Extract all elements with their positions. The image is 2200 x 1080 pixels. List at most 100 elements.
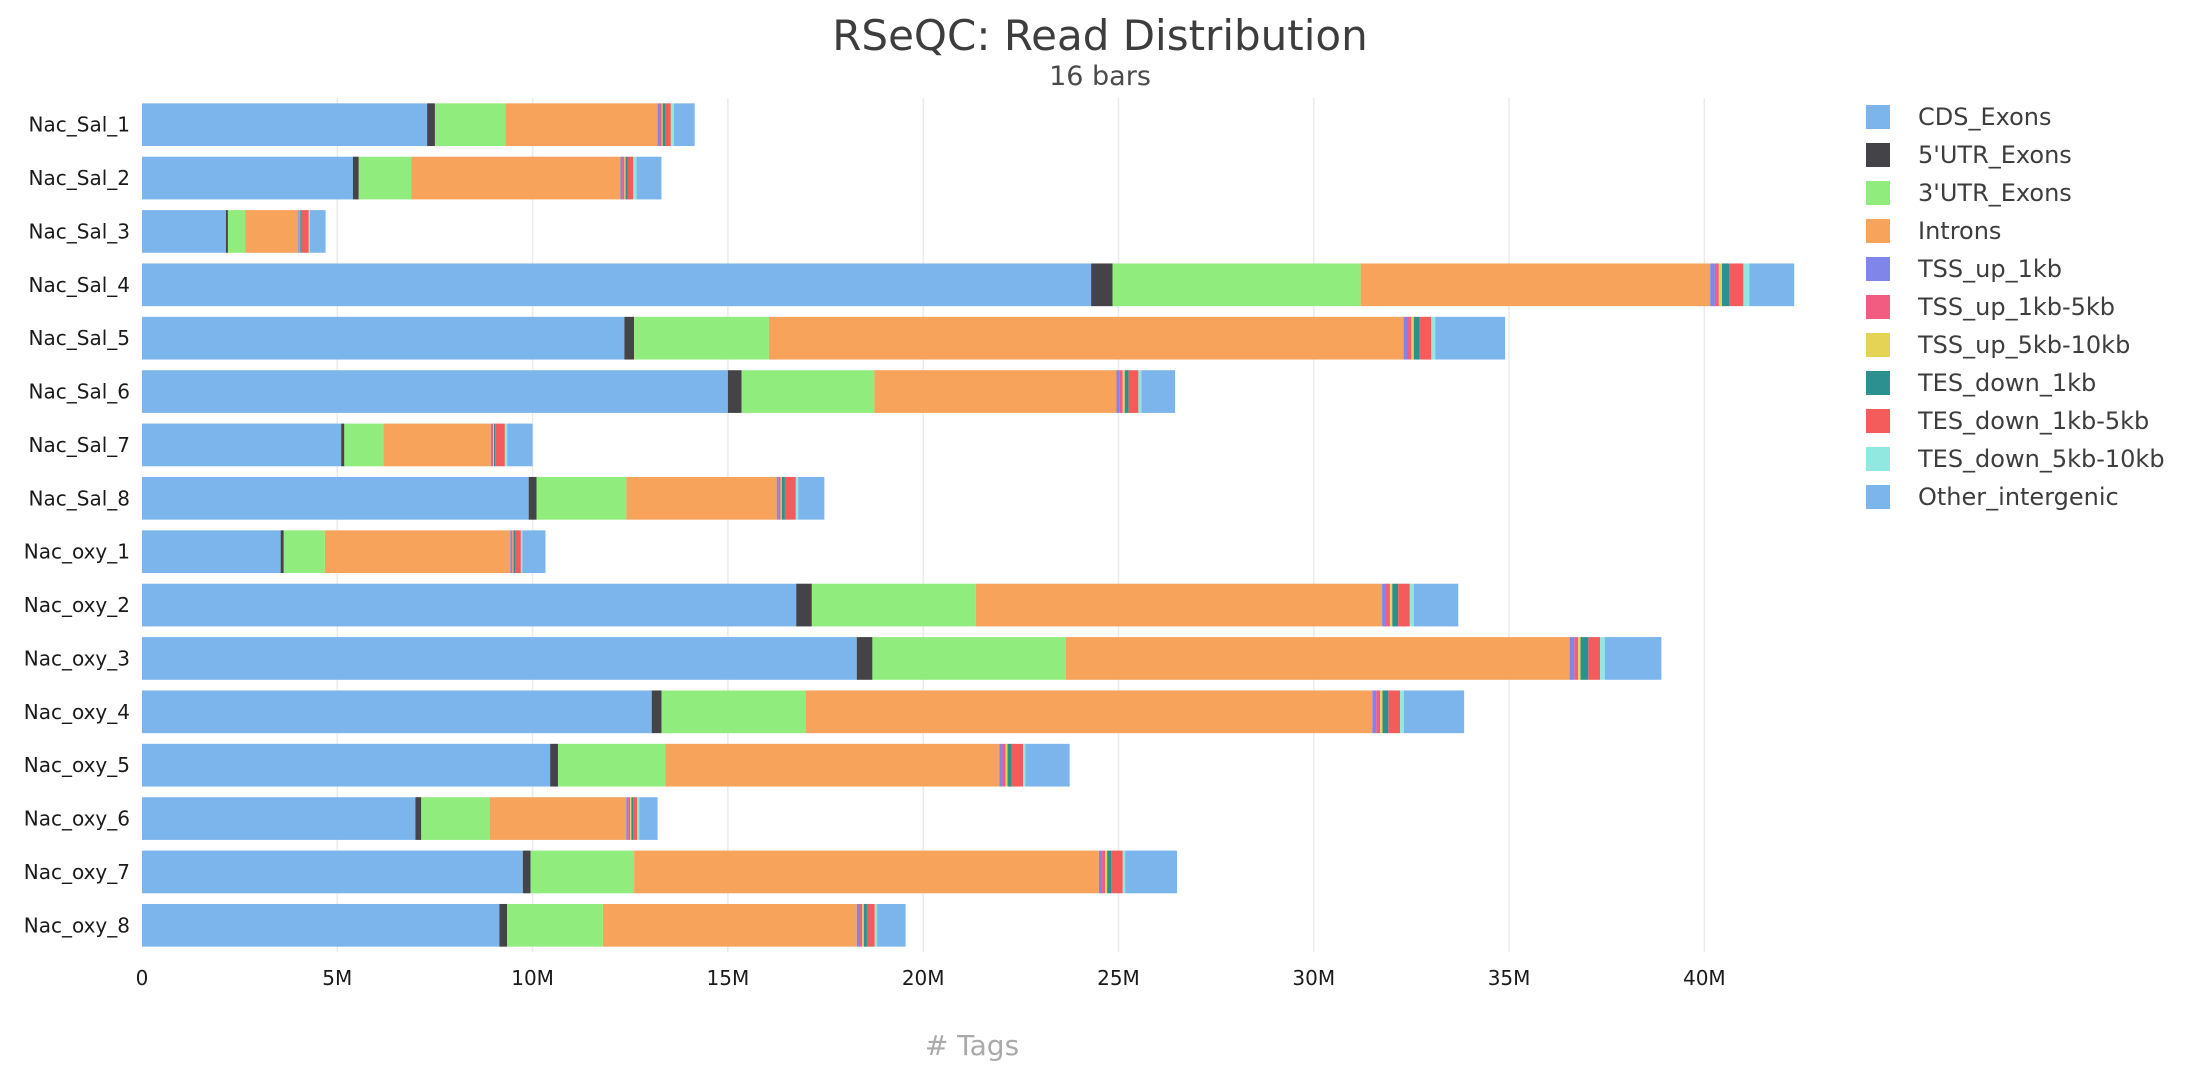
- bar-segment: [1011, 743, 1024, 787]
- bar-segment: [522, 530, 546, 574]
- bar-segment: [776, 476, 779, 520]
- bar-segment: [507, 903, 603, 947]
- bar-segment: [1119, 370, 1123, 413]
- chart-subtitle: 16 bars: [1049, 61, 1151, 92]
- x-tick-label: 5M: [322, 966, 352, 990]
- bar-segment: [1007, 743, 1012, 787]
- x-tick-label: 30M: [1292, 966, 1335, 990]
- bar-segment: [1419, 316, 1432, 360]
- legend-label: 3'UTR_Exons: [1918, 179, 2072, 207]
- legend-item[interactable]: TSS_up_1kb: [1866, 255, 2062, 283]
- bar-segment: [522, 850, 531, 894]
- bar-segment: [877, 903, 906, 947]
- category-label: Nac_oxy_7: [24, 860, 130, 884]
- bar-segment: [1600, 637, 1605, 680]
- legend-label: TSS_up_5kb-10kb: [1917, 331, 2130, 359]
- legend-swatch: [1866, 371, 1890, 395]
- x-tick-label: 0: [136, 966, 149, 990]
- bar-segment: [344, 423, 384, 467]
- category-label: Nac_oxy_8: [24, 913, 130, 937]
- bar-segment: [780, 476, 782, 520]
- bar-segment: [1122, 370, 1125, 413]
- legend-item[interactable]: 3'UTR_Exons: [1866, 179, 2072, 207]
- bar-segment: [862, 903, 864, 947]
- category-label: Nac_Sal_1: [29, 113, 130, 137]
- x-tick-label: 25M: [1097, 966, 1140, 990]
- bar-segment: [1569, 637, 1575, 680]
- bar-segment: [1128, 370, 1139, 413]
- category-label: Nac_Sal_2: [29, 166, 130, 190]
- bar-segment: [1710, 263, 1715, 307]
- bar-segment: [631, 797, 634, 840]
- bar-segment: [1122, 850, 1126, 894]
- bar-segment: [1392, 583, 1399, 627]
- legend-label: TSS_up_1kb-5kb: [1917, 293, 2115, 321]
- legend-label: TES_down_1kb: [1917, 369, 2096, 397]
- bar-segment: [299, 210, 300, 253]
- gridlines: [336, 98, 1706, 952]
- bar-segment: [512, 530, 514, 574]
- bar-segment: [1721, 263, 1730, 307]
- bar-segment: [1372, 690, 1377, 734]
- bar-segment: [510, 530, 512, 574]
- bar-segment: [427, 103, 435, 147]
- bar-segment: [781, 476, 785, 520]
- bar-segment: [1407, 316, 1412, 360]
- bar-segment: [1138, 370, 1142, 413]
- bar-segment: [421, 797, 490, 840]
- bar-segment: [225, 210, 228, 253]
- bar-segment: [298, 210, 300, 253]
- bar-segment: [636, 156, 662, 200]
- bar-segment: [1578, 637, 1581, 680]
- legend-label: Introns: [1918, 217, 2001, 245]
- bar-segment: [670, 103, 674, 147]
- legend-swatch: [1866, 409, 1890, 433]
- bar-segment: [874, 903, 878, 947]
- bar-group: [142, 690, 1465, 734]
- legend-swatch: [1866, 333, 1890, 357]
- legend-item[interactable]: TES_down_1kb: [1866, 369, 2096, 397]
- bar-segment: [324, 530, 511, 574]
- legend-item[interactable]: Introns: [1866, 217, 2001, 245]
- bar-segment: [142, 583, 797, 627]
- bar-segment: [505, 103, 658, 147]
- bar-segment: [1403, 690, 1465, 734]
- bar-segment: [142, 210, 226, 253]
- bar-segment: [661, 690, 806, 734]
- bar-group: [142, 210, 326, 253]
- bar-segment: [1431, 316, 1436, 360]
- legend-item[interactable]: CDS_Exons: [1866, 103, 2052, 131]
- bar-segment: [1124, 370, 1129, 413]
- bar-segment: [142, 103, 428, 147]
- bar-segment: [1065, 637, 1570, 680]
- bar-segment: [1580, 637, 1589, 680]
- bar-segment: [245, 210, 299, 253]
- bar-segment: [1388, 690, 1401, 734]
- legend-item[interactable]: TES_down_1kb-5kb: [1866, 407, 2149, 435]
- bar-segment: [1718, 263, 1722, 307]
- bar-segment: [142, 797, 416, 840]
- bar-segment: [1413, 583, 1459, 627]
- bar-segment: [1382, 583, 1387, 627]
- legend-item[interactable]: TSS_up_5kb-10kb: [1866, 331, 2130, 359]
- legend-item[interactable]: 5'UTR_Exons: [1866, 141, 2072, 169]
- bar-segment: [283, 530, 325, 574]
- category-label: Nac_Sal_8: [29, 486, 130, 510]
- legend-label: Other_intergenic: [1918, 483, 2119, 511]
- bar-segment: [536, 476, 627, 520]
- bar-segment: [1116, 370, 1120, 413]
- bar-segment: [624, 156, 626, 200]
- bar-segment: [1574, 637, 1579, 680]
- bar-segment: [1389, 583, 1393, 627]
- bar-segment: [796, 583, 812, 627]
- bar-segment: [352, 156, 359, 200]
- bar-segment: [741, 370, 875, 413]
- category-label: Nac_oxy_5: [24, 753, 130, 777]
- legend-item[interactable]: TES_down_5kb-10kb: [1866, 445, 2165, 473]
- legend-item[interactable]: Other_intergenic: [1866, 483, 2119, 511]
- legend-item[interactable]: TSS_up_1kb-5kb: [1866, 293, 2115, 321]
- bar-segment: [142, 530, 281, 574]
- bar-segment: [602, 903, 857, 947]
- x-tick-label: 35M: [1488, 966, 1531, 990]
- bar-group: [142, 423, 533, 467]
